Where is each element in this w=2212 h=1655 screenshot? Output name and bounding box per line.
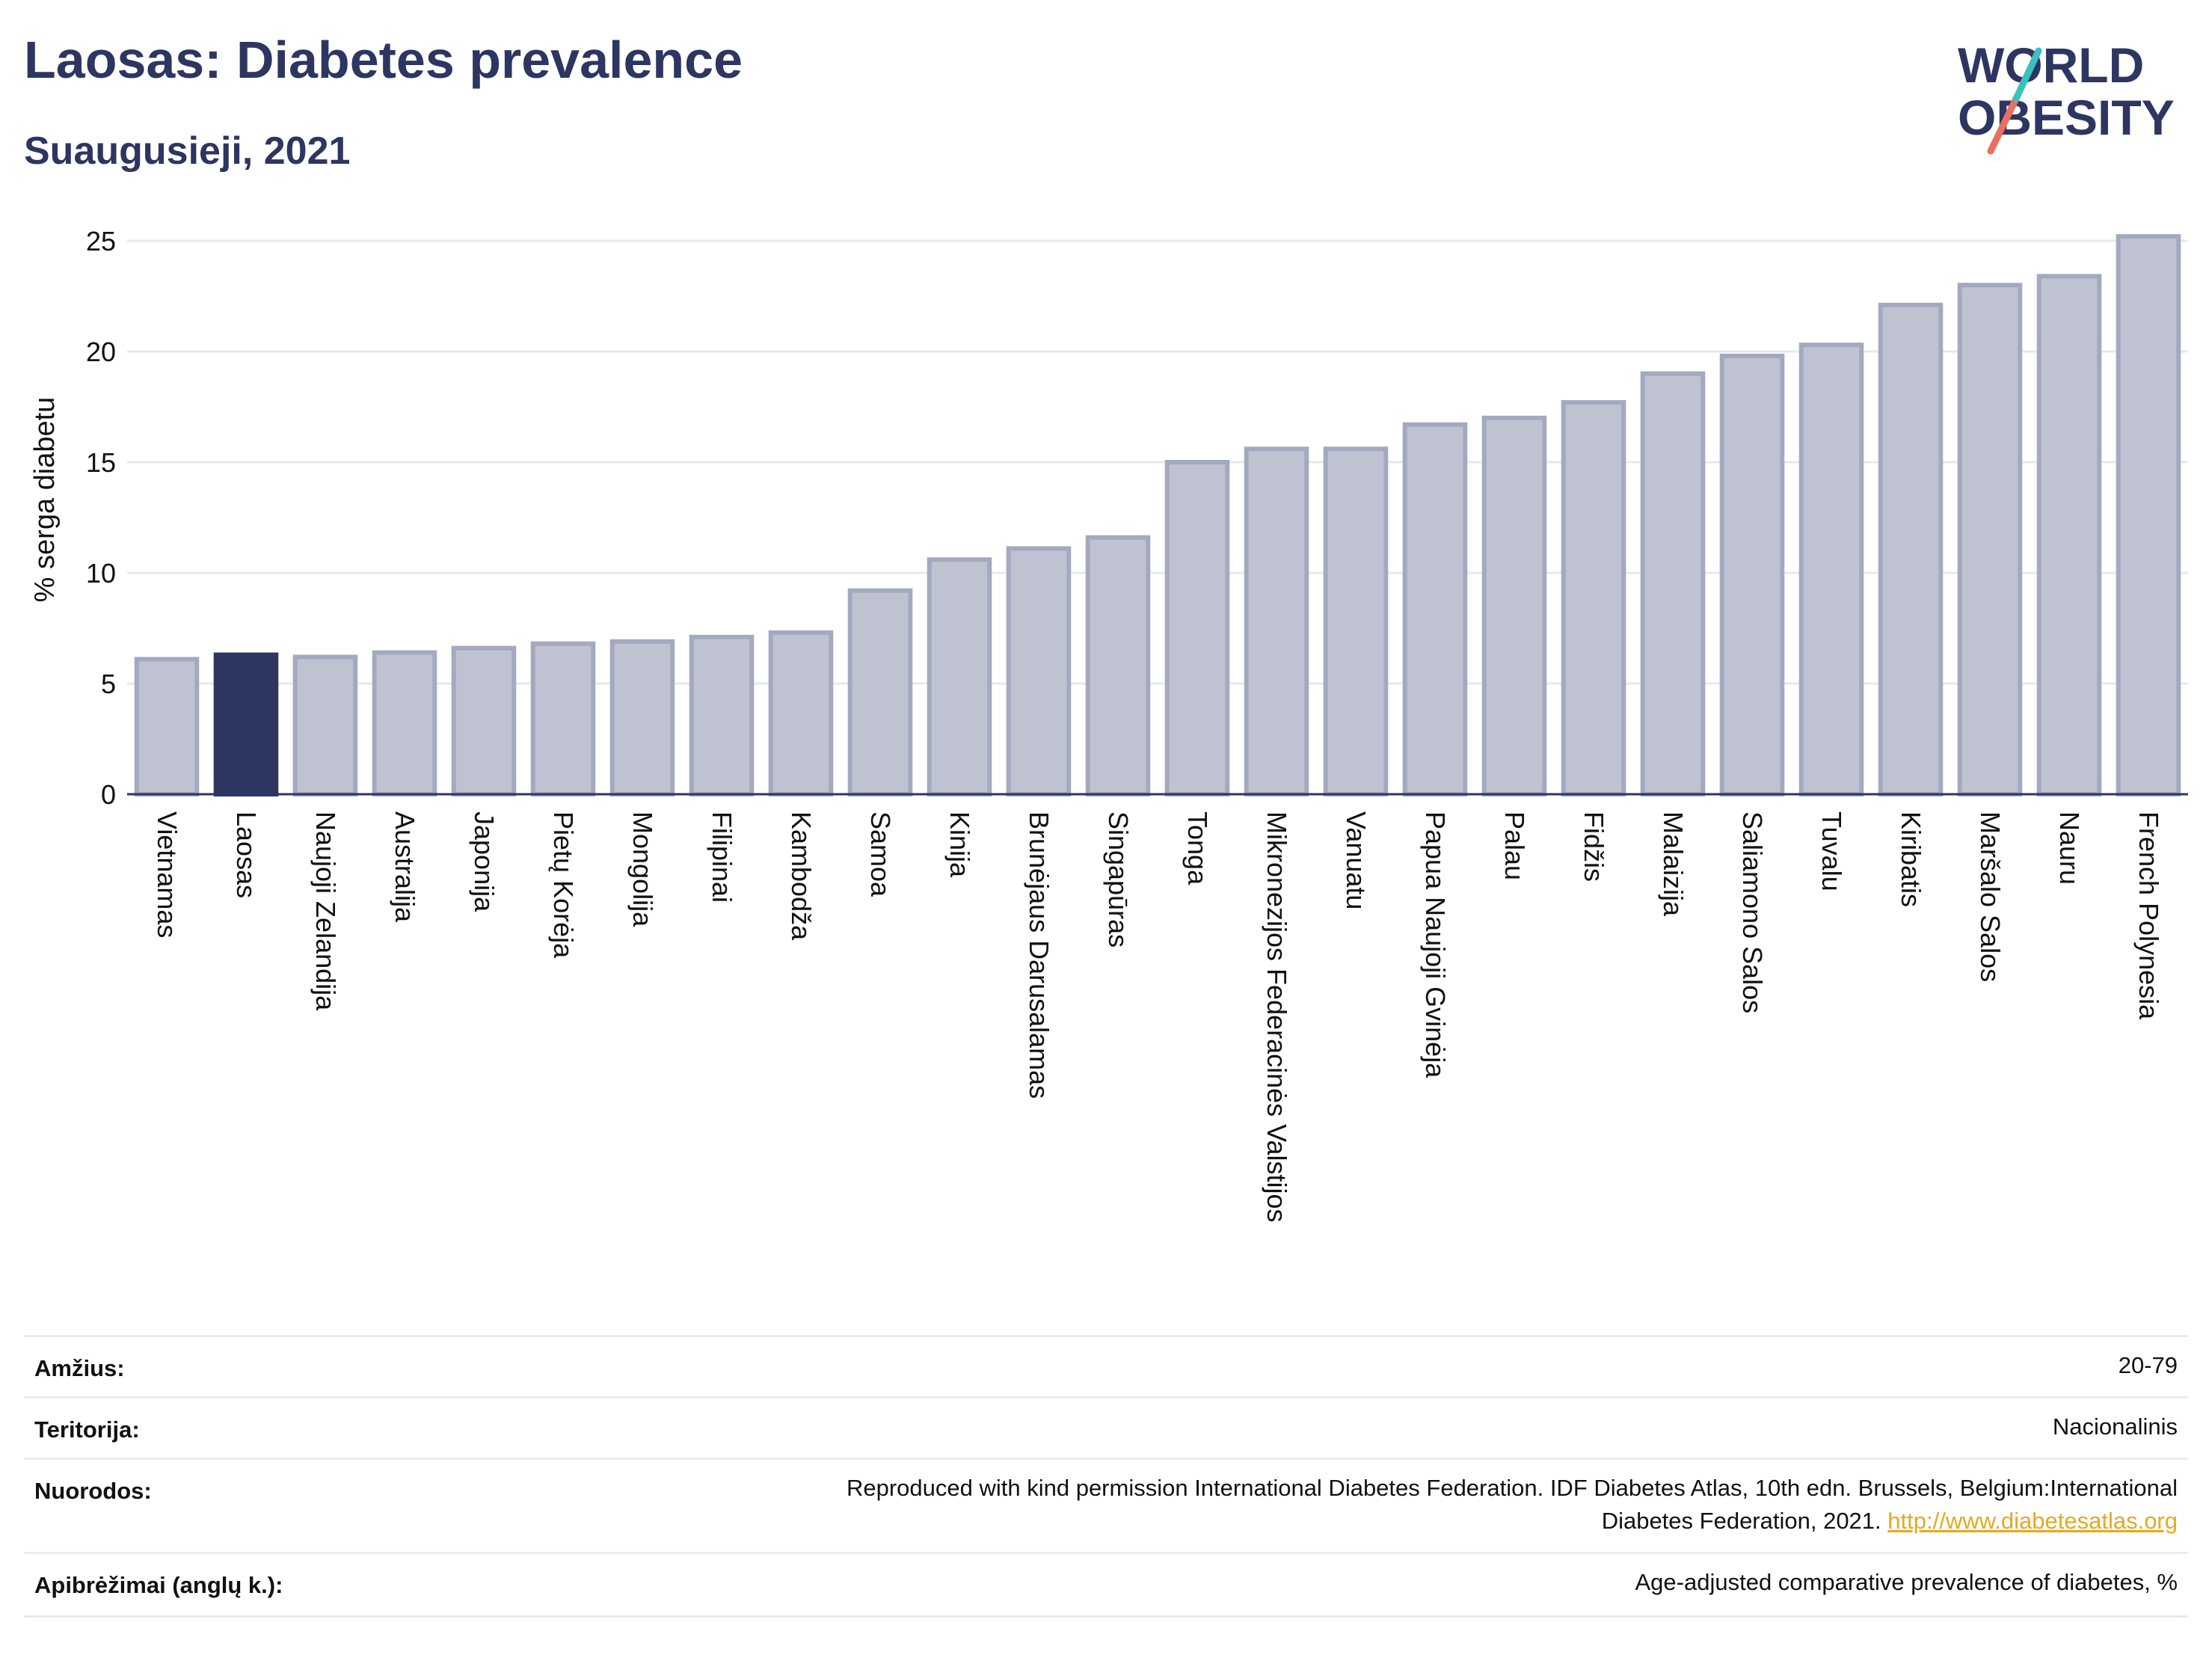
- info-row-references: Nuorodos: Reproduced with kind permissio…: [24, 1458, 2188, 1554]
- logo-slash-upper: [2012, 47, 2042, 102]
- bar: [134, 657, 200, 796]
- x-tick-label: Papua Naujoji Gvinėja: [1420, 811, 1451, 1078]
- bar: [213, 652, 279, 797]
- bar: [1640, 371, 1706, 797]
- info-value-age: 20-79: [2118, 1352, 2178, 1378]
- y-tick-labels: 0 5 10 15 20 25: [86, 226, 116, 810]
- x-tick-label: Samoa: [865, 811, 896, 897]
- info-label-definitions: Apibrėžimai (anglų k.):: [34, 1572, 283, 1598]
- bar: [927, 557, 992, 796]
- x-tick-label: Kiribatis: [1896, 811, 1926, 907]
- x-tick-label: Maršalo Salos: [1975, 811, 2006, 982]
- x-tick-label: Filipinai: [707, 811, 737, 903]
- x-tick-label: Singapūras: [1103, 811, 1134, 948]
- bar: [372, 650, 437, 796]
- y-tick-label: 15: [86, 447, 116, 478]
- x-tick-label: Naujoji Zelandija: [310, 811, 341, 1011]
- x-tick-label: Vanuatu: [1341, 811, 1371, 909]
- logo-line2: OBESITY: [1958, 90, 2175, 145]
- x-tick-label: Fidžis: [1579, 811, 1609, 882]
- bar: [1402, 422, 1468, 796]
- x-tick-label: Brunėjaus Darusalamas: [1024, 811, 1054, 1099]
- world-obesity-logo: WORLD OBESITY: [1958, 37, 2175, 155]
- info-row-territory: Teritorija: Nacionalinis: [24, 1396, 2188, 1460]
- references-line2: Diabetes Federation, 2021.: [1601, 1508, 1881, 1534]
- logo-slash-lower: [1987, 95, 2020, 155]
- info-row-age: Amžius: 20-79: [24, 1335, 2188, 1398]
- bar: [1323, 446, 1389, 796]
- x-tick-label: Tuvalu: [1816, 811, 1847, 891]
- logo-line1: WORLD: [1958, 37, 2144, 93]
- bar: [609, 639, 675, 797]
- bar: [1878, 302, 1944, 796]
- bar: [768, 630, 834, 796]
- bar: [1164, 460, 1230, 796]
- x-tick-label: Tonga: [1182, 811, 1213, 885]
- bar: [689, 634, 755, 797]
- info-table: Amžius: 20-79 Teritorija: Nacionalinis N…: [24, 1335, 2188, 1619]
- bar: [1561, 400, 1626, 796]
- y-axis-label: % serga diabetu: [29, 397, 61, 603]
- bar: [292, 654, 358, 796]
- x-tick-label: Pietų Korėja: [548, 811, 579, 959]
- references-line1: Reproduced with kind permission Internat…: [846, 1475, 2178, 1501]
- y-tick-label: 5: [101, 669, 116, 699]
- bar: [2116, 234, 2181, 796]
- x-tick-label: Laosas: [231, 811, 262, 898]
- info-label-references: Nuorodos:: [34, 1478, 152, 1504]
- x-tick-label: Mikronezijos Federacinės Valstijos: [1262, 811, 1292, 1223]
- y-tick-label: 25: [86, 226, 116, 257]
- info-value-definitions: Age-adjusted comparative prevalence of d…: [1635, 1569, 2178, 1595]
- x-tick-label: Palau: [1499, 811, 1530, 880]
- bar: [1481, 415, 1547, 796]
- page-subtitle: Suaugusieji, 2021: [24, 129, 351, 173]
- bars: [134, 234, 2181, 797]
- y-tick-label: 20: [86, 337, 116, 367]
- bar: [530, 641, 596, 796]
- info-value-territory: Nacionalinis: [2052, 1413, 2178, 1440]
- x-tick-label: Saliamono Salos: [1737, 811, 1768, 1013]
- bar: [451, 645, 517, 797]
- info-label-territory: Teritorija:: [34, 1416, 140, 1443]
- x-tick-label: Kinija: [944, 811, 975, 878]
- bar: [1085, 535, 1151, 796]
- bar-chart: 0 5 10 15 20 25 Vietnamas Laosas Naujoji Zeland…: [29, 226, 2188, 1223]
- y-tick-label: 10: [86, 558, 116, 589]
- x-tick-label: Malaizija: [1658, 811, 1689, 917]
- info-value-references: Reproduced with kind permission Internat…: [847, 1472, 2178, 1538]
- x-tick-label: Mongolija: [627, 811, 658, 927]
- y-tick-label: 0: [101, 779, 116, 810]
- info-label-age: Amžius:: [34, 1355, 125, 1381]
- references-link[interactable]: http://www.diabetesatlas.org: [1887, 1508, 2178, 1534]
- info-row-definitions: Apibrėžimai (anglų k.): Age-adjusted com…: [24, 1552, 2188, 1618]
- x-tick-label: Nauru: [2054, 811, 2085, 885]
- x-tick-label: Vietnamas: [152, 811, 182, 938]
- bar: [1719, 353, 1785, 797]
- bar: [1006, 546, 1072, 796]
- bar: [2036, 274, 2102, 796]
- bar: [1957, 283, 2023, 796]
- x-tick-label: Australija: [390, 811, 420, 923]
- bar: [1798, 343, 1864, 796]
- bar: [1244, 446, 1309, 796]
- x-tick-label: French Polynesia: [2133, 811, 2164, 1020]
- x-tick-label: Japonija: [469, 811, 500, 912]
- x-tick-labels: Vietnamas Laosas Naujoji Zelandija Australi…: [152, 811, 2164, 1223]
- x-tick-label: Kambodža: [786, 811, 817, 941]
- bar: [847, 588, 913, 796]
- page-title: Laosas: Diabetes prevalence: [24, 31, 743, 89]
